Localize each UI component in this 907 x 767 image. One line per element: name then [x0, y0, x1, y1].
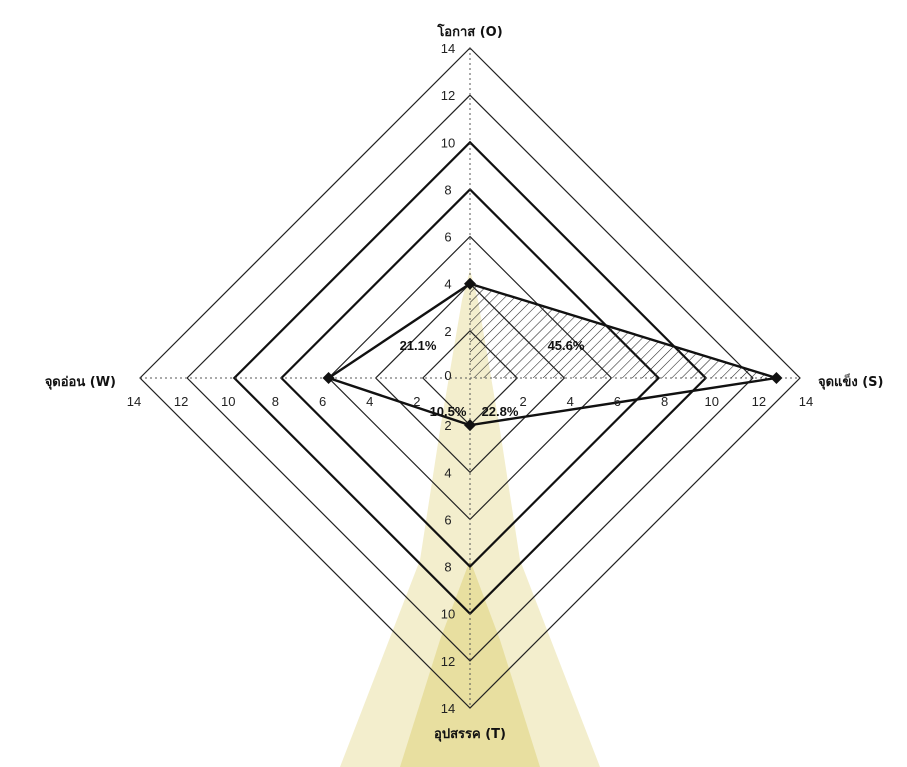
- tick-label-up-8: 8: [444, 182, 451, 197]
- grid-ring-8: [279, 187, 661, 569]
- tick-label-up-4: 4: [444, 277, 451, 292]
- axis-title-W: จุดอ่อน (W): [45, 375, 116, 390]
- tick-label-up-6: 6: [444, 230, 451, 245]
- tick-label-down-2: 2: [444, 418, 451, 433]
- tick-label-up-12: 12: [441, 88, 455, 103]
- tick-label-right-14: 14: [799, 394, 813, 409]
- tick-label-down-6: 6: [444, 512, 451, 527]
- data-point-S: [770, 372, 783, 384]
- quadrant-percent-labels: 45.6% 21.1% 10.5% 22.8%: [400, 338, 585, 419]
- tick-label-down-4: 4: [444, 465, 451, 480]
- data-point-T: [464, 419, 476, 432]
- tick-label-left-14: 14: [127, 394, 141, 409]
- tick-label-left-2: 2: [413, 394, 420, 409]
- tick-label-right-4: 4: [567, 394, 574, 409]
- tick-label-left-4: 4: [366, 394, 373, 409]
- tick-label-up-10: 10: [441, 135, 455, 150]
- quadrant-label-O-W: 21.1%: [400, 338, 437, 353]
- tick-label-right-8: 8: [661, 394, 668, 409]
- tick-label-left-8: 8: [272, 394, 279, 409]
- quadrant-label-W-T: 10.5%: [430, 404, 467, 419]
- axis-titles: โอกาส (O) จุดแข็ง (S) อุปสรรค (T) จุดอ่อน (…: [45, 23, 884, 742]
- tick-label-down-10: 10: [441, 607, 455, 622]
- quadrant-label-T-S: 22.8%: [482, 404, 519, 419]
- tick-label-down-14: 14: [441, 701, 455, 716]
- tick-label-right-2: 2: [520, 394, 527, 409]
- tick-label-right-10: 10: [704, 394, 718, 409]
- data-point-W: [322, 372, 335, 384]
- tick-label-down-8: 8: [444, 560, 451, 575]
- tick-label-down-12: 12: [441, 654, 455, 669]
- tick-label-left-6: 6: [319, 394, 326, 409]
- tick-labels: 0 2 2 2 2 4 4 4 4 6 6 6 6 8 8 8 8 10 10 10 10 12 12 12 12 14 14 14 1…: [127, 41, 813, 716]
- tick-label-right-6: 6: [614, 394, 621, 409]
- tick-label-right-12: 12: [752, 394, 766, 409]
- axis-title-S: จุดแข็ง (S): [818, 372, 883, 390]
- grid-ring-12: [186, 94, 754, 662]
- data-series: [322, 277, 783, 432]
- tick-label-center-0: 0: [444, 368, 451, 383]
- tick-label-up-14: 14: [441, 41, 455, 56]
- axis-title-T: อุปสรรค (T): [434, 727, 506, 742]
- data-point-O: [464, 277, 476, 290]
- quadrant-label-O-S: 45.6%: [548, 338, 585, 353]
- tick-label-left-10: 10: [221, 394, 235, 409]
- axis-title-O: โอกาส (O): [436, 23, 502, 40]
- grid-ring-14: [139, 47, 801, 709]
- tick-label-left-12: 12: [174, 394, 188, 409]
- tick-label-up-2: 2: [444, 324, 451, 339]
